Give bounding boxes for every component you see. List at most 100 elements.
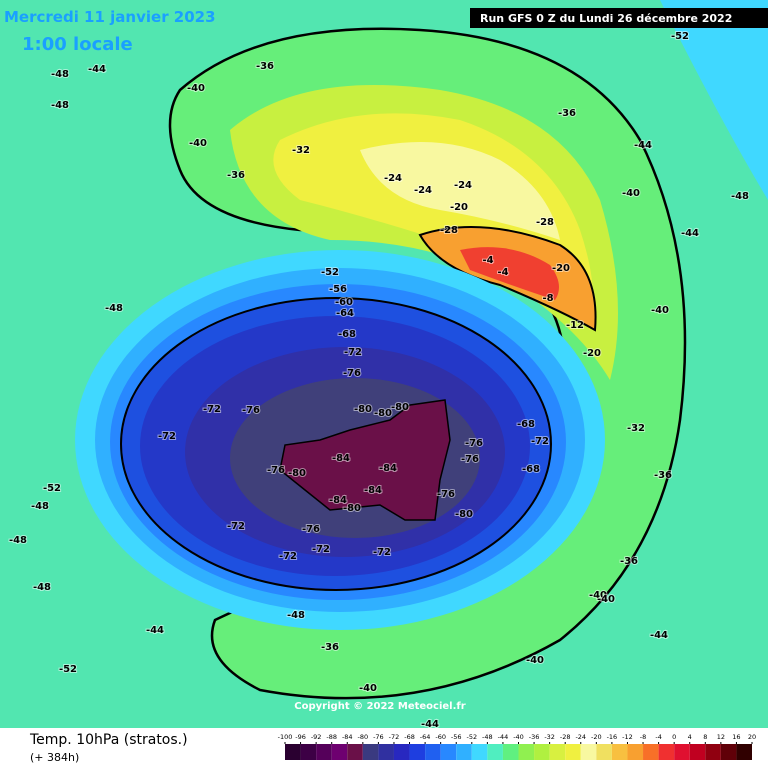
contour-label: -52 [59,664,77,675]
colorbar-label: -12 [622,733,633,741]
colorbar-swatch [705,744,721,760]
colorbar-label: -24 [575,733,586,741]
contour-label: -80 [455,509,473,520]
colorbar-label: -60 [435,733,446,741]
warm-core [460,247,559,300]
contour-label: -64 [336,308,354,319]
contour-label: -40 [187,83,205,94]
contour-label: -76 [437,489,455,500]
time-label: 1:00 locale [22,34,133,55]
contour-label: -20 [552,263,570,274]
footer-lead: (+ 384h) [30,751,79,764]
contour-label: -80 [354,404,372,415]
contour-label: -36 [321,642,339,653]
colorbar-label: 0 [672,733,676,741]
contour-label: -52 [321,267,339,278]
colorbar-swatch [674,744,690,760]
contour-label: -48 [51,100,69,111]
contour-label: -68 [517,419,535,430]
colorbar-swatch [596,744,612,760]
contour-label: -36 [620,556,638,567]
contour-label: -4 [482,255,493,266]
contour-label: -44 [421,719,439,730]
colorbar-label: -92 [311,733,322,741]
contour-label: -72 [531,436,549,447]
contour-label: -24 [384,173,402,184]
colorbar-label: -68 [404,733,415,741]
contour-label: -72 [203,404,221,415]
colorbar-label: -16 [607,733,618,741]
contour-label: -72 [373,547,391,558]
colorbar-swatch [409,744,426,760]
colorbar-swatch [534,744,550,760]
contour-label: -80 [391,402,409,413]
colorbar-swatch [393,744,410,760]
contour-label: -40 [622,188,640,199]
contour-label: -60 [335,297,353,308]
colorbar-label: -84 [342,733,353,741]
contour-label: -40 [651,305,669,316]
contour-label: -40 [189,138,207,149]
contour-label: -48 [731,191,749,202]
colorbar-label: 8 [703,733,707,741]
contour-labels: -52 -44 -48 -36 -40 -48 -40 -36 -32 -24 -24 -24 -20 -… [8,30,750,731]
colorbar-label: 4 [688,733,692,741]
colorbar-label: -56 [451,733,462,741]
colorbar-swatch [689,744,706,760]
contour-label: -52 [671,31,689,42]
colorbar-swatch [456,744,472,760]
contour-label: -44 [146,625,164,636]
contour-label: -84 [364,485,382,496]
contour-label: -76 [302,524,320,535]
contour-label: -40 [359,683,377,694]
map: Mercredi 11 janvier 2023 1:00 locale Run… [0,0,768,731]
cold-field [660,0,768,200]
contour-label: -72 [312,544,330,555]
contour-label: -40 [597,594,615,605]
colorbar-swatch [487,744,503,760]
contour-label: -40 [526,655,544,666]
colorbar-swatch [549,744,566,760]
contour-label: -56 [329,284,347,295]
contour-label: -72 [344,347,362,358]
contour-label: -80 [288,468,306,479]
contour-label: -20 [583,348,601,359]
contour-label: -84 [332,453,350,464]
colorbar-swatch [440,744,457,760]
contour-label: -48 [31,501,49,512]
contour-label: -44 [681,228,699,239]
colorbar-swatch [347,744,363,760]
colorbar-swatch [471,744,488,760]
contour-label: -80 [343,503,361,514]
contour-label: -72 [158,431,176,442]
run-box [470,8,768,28]
contour-label: -84 [379,463,397,474]
contour-label: -36 [558,108,576,119]
contour-label: -80 [374,408,392,419]
contour-label: -48 [105,303,123,314]
contour-label: -76 [242,405,260,416]
warm-band [273,113,594,330]
footer-title: Temp. 10hPa (stratos.) [29,732,188,748]
contour-label: -72 [279,551,297,562]
colorbar-label: 16 [732,733,740,741]
colorbar-swatch [425,744,441,760]
contour-label: -24 [454,180,472,191]
colorbar-swatch [658,744,675,760]
contour-label: -48 [287,610,305,621]
contour-label: -32 [627,423,645,434]
contour-label: -12 [566,320,584,331]
colorbar-label: -28 [560,733,571,741]
colorbar-label: -48 [482,733,493,741]
contour-label: -44 [650,630,668,641]
colorbar-swatch [316,744,332,760]
contour-label: -44 [88,64,106,75]
colorbar-swatch [300,744,317,760]
colorbar-swatch [736,744,752,760]
contour-label: -28 [536,217,554,228]
colorbar-label: -88 [326,733,337,741]
colorbar-label: -80 [358,733,369,741]
run-label: Run GFS 0 Z du Lundi 26 décembre 2022 [480,12,732,25]
